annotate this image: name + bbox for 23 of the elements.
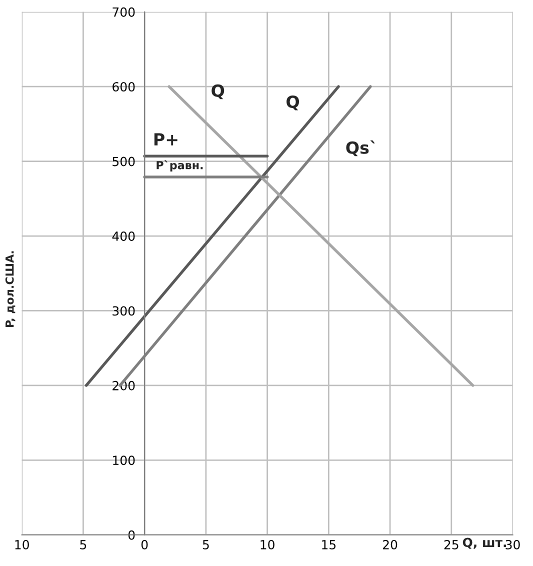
y-tick-label: 600 (112, 82, 135, 92)
x-tick-label: 10 (15, 540, 29, 550)
y-tick-label: 400 (112, 231, 135, 241)
y-tick-label: 0 (128, 530, 135, 540)
x-tick-label: 25 (444, 540, 458, 550)
x-axis-title: Q, шт. (462, 538, 506, 549)
y-tick-label: 300 (112, 306, 135, 316)
y-axis-title: P, дол.США. (5, 251, 16, 327)
y-tick-label: 100 (113, 456, 135, 466)
x-tick-label: 5 (202, 540, 209, 550)
series-label: Qs` (346, 140, 375, 156)
x-tick-label: 30 (506, 540, 520, 550)
series-label: P`равн. (156, 160, 203, 172)
x-tick-label: 20 (382, 540, 398, 550)
y-tick-label: 500 (112, 156, 135, 166)
series-label: Q (286, 95, 300, 110)
x-tick-label: 15 (322, 540, 336, 550)
x-tick-label: 5 (80, 540, 86, 550)
series-label: Q (212, 84, 224, 100)
x-tick-label: 0 (141, 540, 148, 550)
x-tick-label: 10 (260, 540, 274, 550)
y-tick-label: 700 (112, 7, 135, 17)
series-label: P+ (154, 133, 178, 146)
